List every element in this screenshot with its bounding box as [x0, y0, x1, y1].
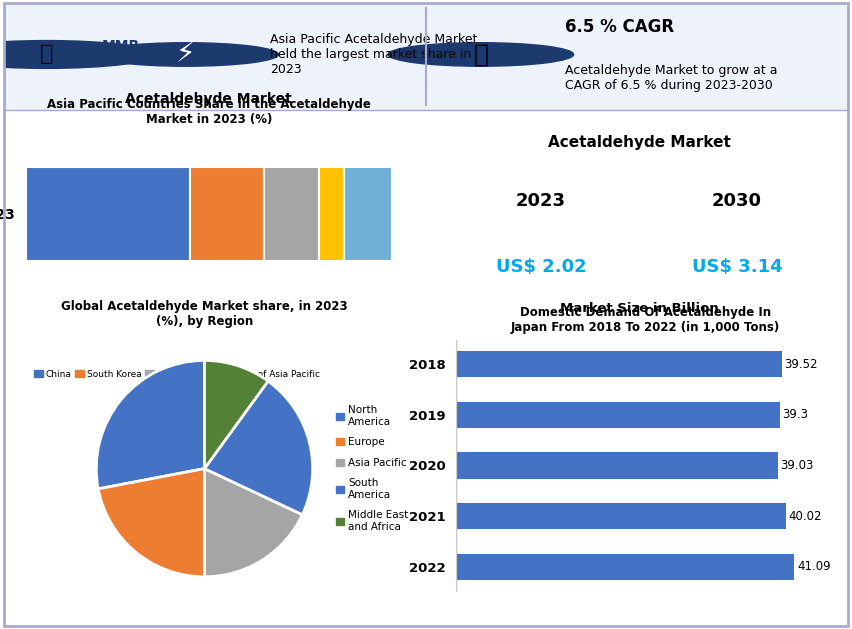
- Text: ⚡: ⚡: [176, 40, 195, 69]
- Text: Acetaldehyde Market: Acetaldehyde Market: [548, 135, 730, 150]
- Wedge shape: [96, 360, 204, 489]
- Text: 🌐: 🌐: [40, 45, 53, 64]
- Bar: [26, 167, 191, 261]
- Bar: [263, 167, 319, 261]
- Wedge shape: [204, 360, 268, 469]
- Text: 2023: 2023: [516, 192, 566, 210]
- Legend: North
America, Europe, Asia Pacific, South
America, Middle East
and Africa: North America, Europe, Asia Pacific, Sou…: [331, 401, 412, 536]
- Text: 39.3: 39.3: [782, 408, 809, 421]
- Text: 39.03: 39.03: [780, 459, 814, 472]
- Text: MMR: MMR: [101, 39, 140, 53]
- Text: Asia Pacific Countries Share in the Acetaldehyde
Market in 2023 (%): Asia Pacific Countries Share in the Acet…: [47, 97, 371, 126]
- Bar: [456, 351, 781, 377]
- Circle shape: [0, 40, 156, 69]
- Text: 39.52: 39.52: [784, 358, 818, 370]
- Text: Market Size in Billion: Market Size in Billion: [560, 301, 718, 314]
- Bar: [456, 554, 795, 580]
- Text: 41.09: 41.09: [797, 560, 831, 573]
- Bar: [344, 167, 392, 261]
- Title: Global Acetaldehyde Market share, in 2023
(%), by Region: Global Acetaldehyde Market share, in 202…: [61, 300, 348, 328]
- Text: US$ 2.02: US$ 2.02: [496, 258, 586, 276]
- Text: 6.5 % CAGR: 6.5 % CAGR: [565, 18, 674, 36]
- Text: Asia Pacific Acetaldehyde Market
held the largest market share in
2023: Asia Pacific Acetaldehyde Market held th…: [270, 33, 477, 76]
- Circle shape: [388, 43, 573, 66]
- Wedge shape: [204, 469, 302, 577]
- Bar: [319, 167, 344, 261]
- Bar: [456, 402, 780, 428]
- Title: Domestic Demand Of Acetaldehyde In
Japan From 2018 To 2022 (in 1,000 Tons): Domestic Demand Of Acetaldehyde In Japan…: [510, 306, 780, 335]
- Bar: [456, 452, 778, 479]
- Text: Acetaldehyde Market to grow at a
CAGR of 6.5 % during 2023-2030: Acetaldehyde Market to grow at a CAGR of…: [565, 64, 778, 92]
- Text: 40.02: 40.02: [788, 509, 821, 523]
- Legend: China, South Korea, Japan, India, Rest of Asia Pacific: China, South Korea, Japan, India, Rest o…: [30, 366, 324, 382]
- Wedge shape: [204, 381, 313, 515]
- Bar: [191, 167, 263, 261]
- Wedge shape: [98, 469, 204, 577]
- Bar: [456, 503, 786, 529]
- Text: Acetaldehyde Market: Acetaldehyde Market: [125, 92, 292, 106]
- Circle shape: [93, 43, 279, 66]
- Text: 2030: 2030: [712, 192, 762, 210]
- Text: 🔥: 🔥: [474, 43, 488, 67]
- Text: US$ 3.14: US$ 3.14: [692, 258, 782, 276]
